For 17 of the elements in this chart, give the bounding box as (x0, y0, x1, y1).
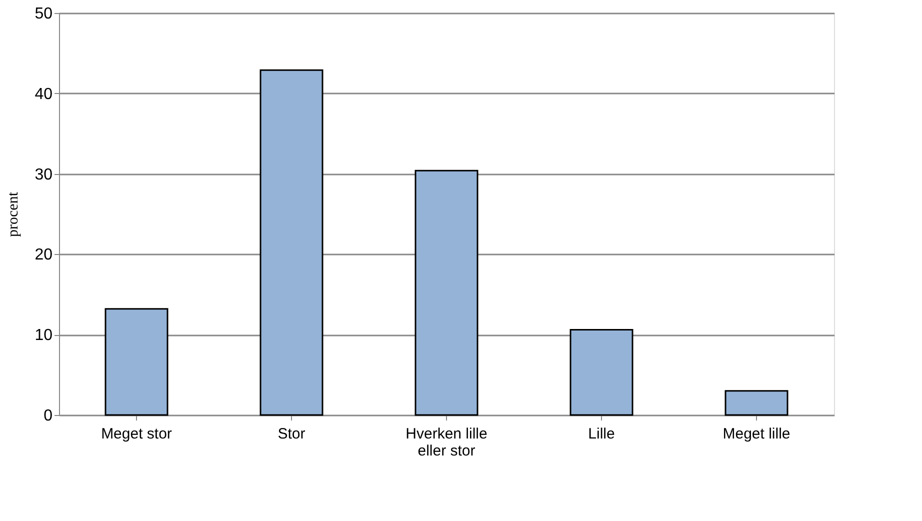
x-tick-label: Hverken lille eller stor (406, 426, 488, 460)
bar (104, 308, 168, 416)
y-tick-label: 10 (34, 327, 53, 344)
bar (724, 390, 788, 416)
y-tick-label: 30 (34, 166, 53, 184)
x-tick-label: Stor (278, 426, 306, 442)
x-tick-label: Lille (588, 426, 615, 442)
y-tick-label: 20 (34, 246, 53, 264)
x-tick-label: Meget lille (722, 426, 790, 442)
y-axis-title: procent (6, 191, 22, 237)
y-tick-label: 50 (34, 6, 53, 22)
bar (570, 329, 634, 416)
bar (260, 69, 324, 416)
y-tick-label: 0 (44, 408, 53, 424)
x-tick-label: Meget stor (101, 426, 172, 442)
y-tick-label: 40 (34, 86, 53, 103)
bar (414, 170, 478, 416)
